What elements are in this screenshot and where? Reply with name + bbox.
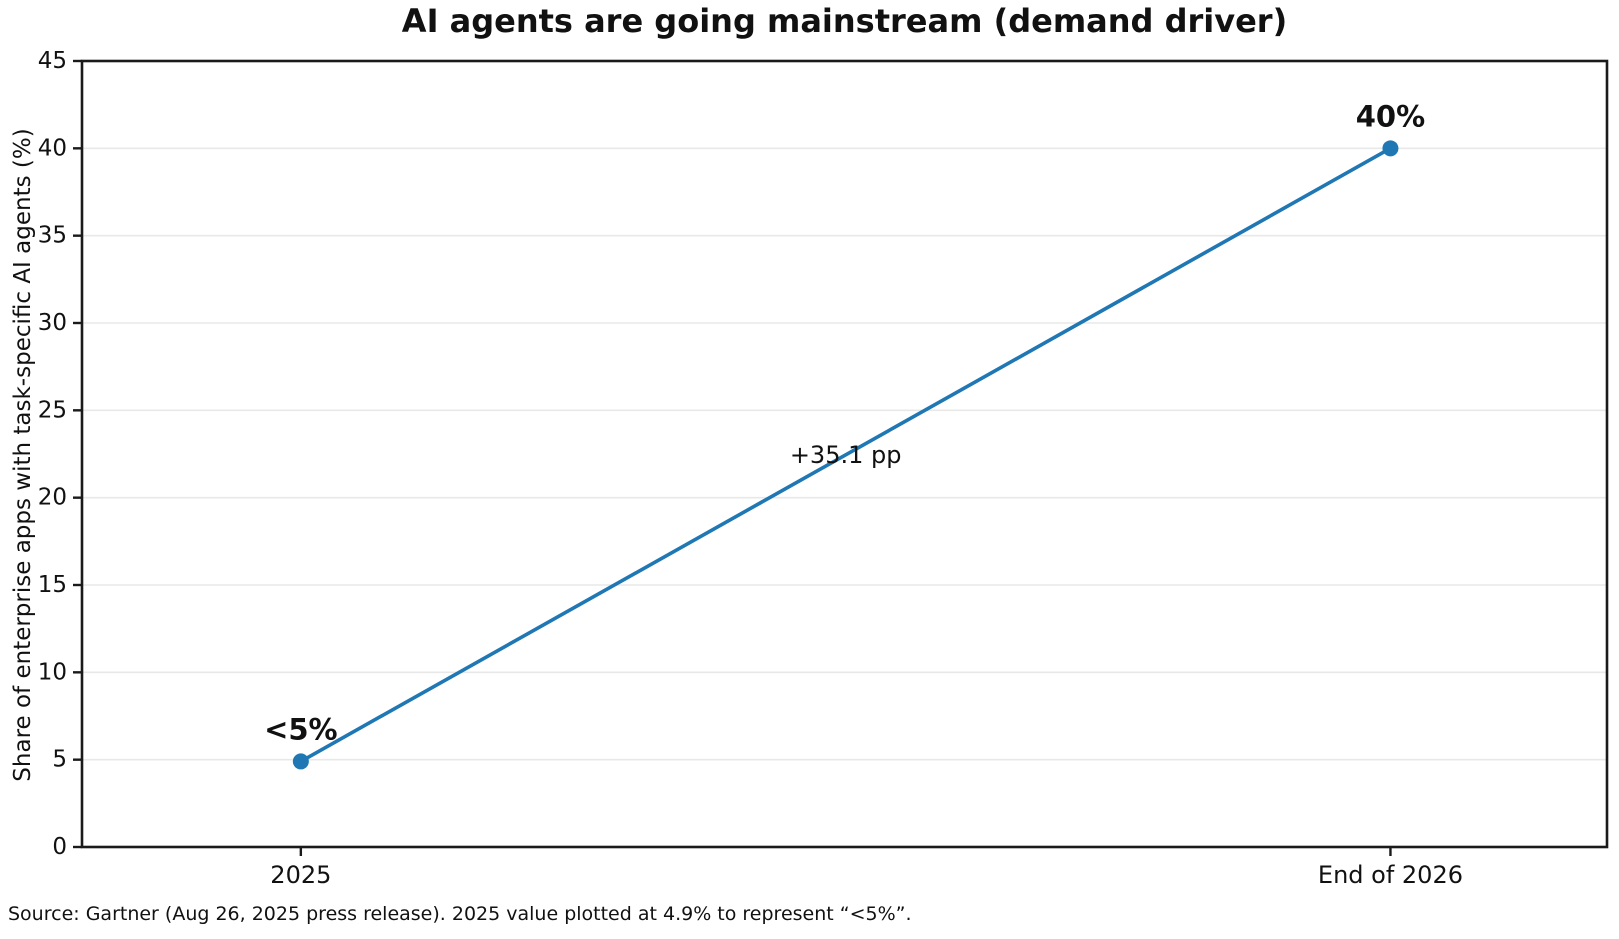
y-tick-label: 0 <box>52 834 67 860</box>
y-axis-label: Share of enterprise apps with task-speci… <box>10 128 36 782</box>
y-tick-label: 10 <box>38 659 67 685</box>
chart-title: AI agents are going mainstream (demand d… <box>401 2 1288 40</box>
plot-border <box>80 59 1609 849</box>
x-tick-label: End of 2026 <box>1318 861 1463 889</box>
point-value-label: <5% <box>264 712 338 746</box>
y-tick-label: 35 <box>38 223 67 249</box>
y-tick-label: 15 <box>38 572 67 598</box>
y-tick-label: 45 <box>38 48 67 74</box>
x-tick-label: 2025 <box>270 861 331 889</box>
delta-annotation: +35.1 pp <box>790 441 902 469</box>
y-tick-label: 30 <box>38 310 67 336</box>
data-point-marker <box>292 753 309 770</box>
y-tick-label: 20 <box>38 485 67 511</box>
source-note: Source: Gartner (Aug 26, 2025 press rele… <box>8 903 912 925</box>
y-tick-label: 5 <box>52 747 67 773</box>
y-tick-label: 25 <box>38 397 67 423</box>
point-value-label: 40% <box>1356 99 1425 133</box>
data-line <box>299 146 1393 764</box>
data-point-marker <box>1382 140 1399 157</box>
y-tick-label: 40 <box>38 135 67 161</box>
